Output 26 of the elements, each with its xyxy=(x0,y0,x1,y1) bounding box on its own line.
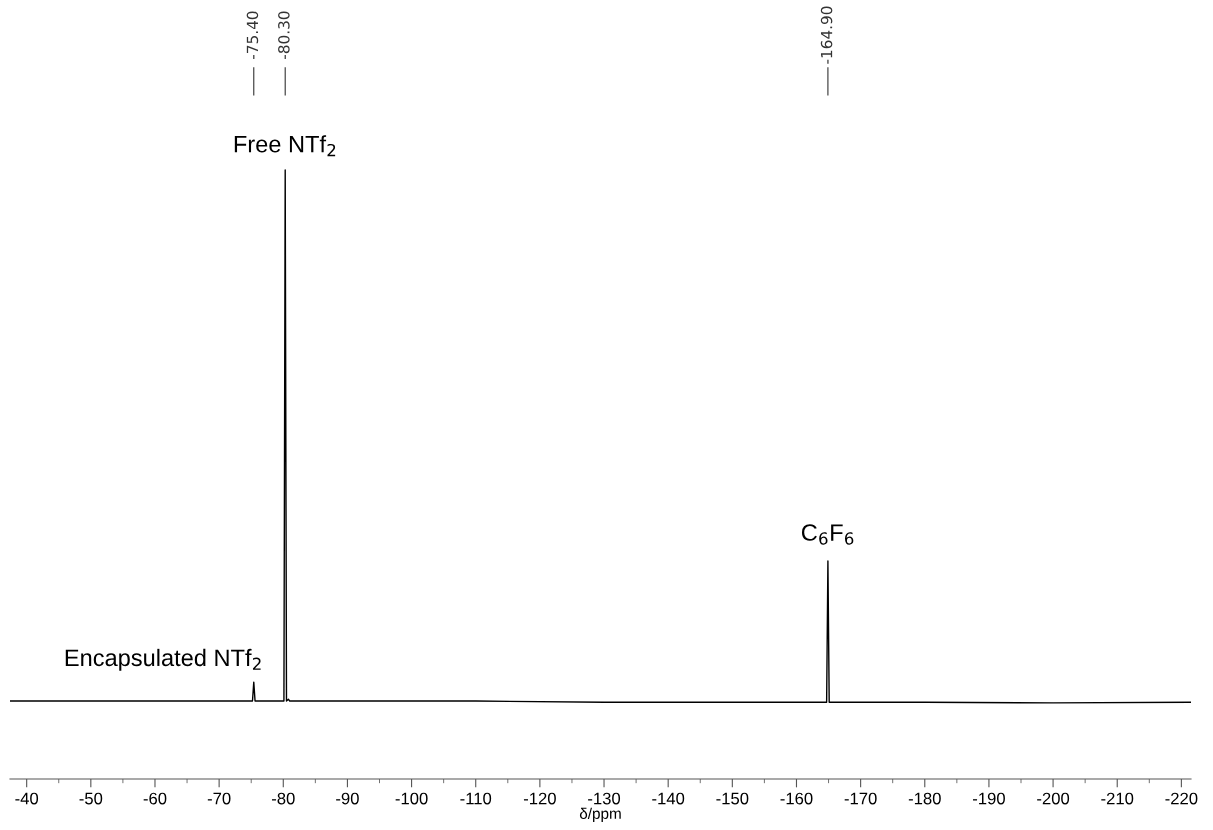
x-tick-label: -130 xyxy=(588,792,621,805)
x-tick-label: -220 xyxy=(1165,792,1198,805)
x-tick-label: -160 xyxy=(780,792,813,805)
x-tick-label: -110 xyxy=(460,792,492,805)
x-tick-label: -190 xyxy=(972,792,1005,805)
annotation: -164.90 xyxy=(820,6,833,64)
x-tick-label: -180 xyxy=(908,792,941,805)
x-tick-label: -40 xyxy=(15,792,39,805)
x-tick-label: -210 xyxy=(1101,792,1134,805)
annotation: -75.40 xyxy=(246,11,259,59)
x-axis-title: δ/ppm xyxy=(579,807,621,822)
annotation: Free NTf$_{2}$ xyxy=(234,135,336,157)
x-tick-label: -60 xyxy=(143,792,167,805)
x-tick-label: -100 xyxy=(395,792,428,805)
x-tick-label: -50 xyxy=(79,792,103,805)
annotation: C$_{6}$F$_{6}$ xyxy=(801,524,854,545)
annotation: -80.30 xyxy=(278,11,290,59)
x-tick-label: -120 xyxy=(523,792,556,805)
x-tick-label: -90 xyxy=(336,792,359,805)
x-tick-label: -140 xyxy=(652,792,685,805)
x-tick-label: -200 xyxy=(1037,792,1070,805)
x-tick-label: -170 xyxy=(844,792,877,805)
x-tick-label: -70 xyxy=(207,792,231,805)
x-tick-label: -150 xyxy=(716,792,749,805)
x-tick-label: -80 xyxy=(271,792,295,805)
annotation: Encapsulated NTf$_{2}$ xyxy=(65,648,261,671)
